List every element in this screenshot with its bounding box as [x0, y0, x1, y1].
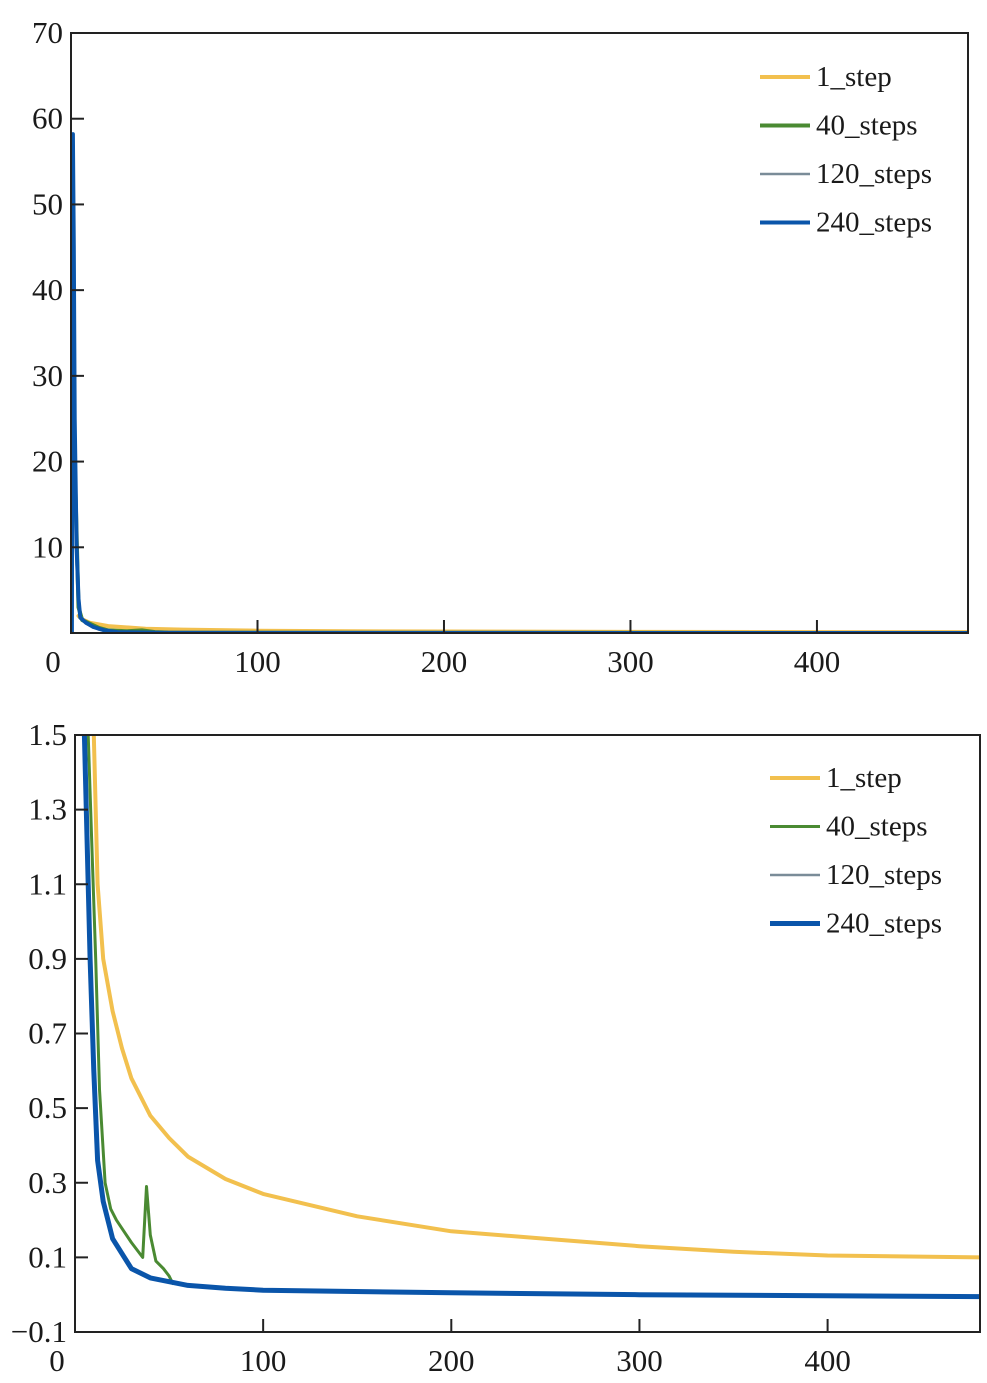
legend-label: 120_steps	[826, 859, 942, 891]
y-tick-label: −0.1	[11, 1314, 67, 1349]
legend: 1_step 40_steps 120_steps 240_steps	[760, 61, 932, 239]
series-line-40_steps	[86, 735, 175, 1285]
y-tick-label: 60	[32, 101, 63, 136]
y-tick-label: 1.5	[28, 717, 67, 752]
y-tick-label: 0.1	[28, 1239, 67, 1274]
y-tick-label: 0.3	[28, 1165, 67, 1200]
legend-label: 240_steps	[816, 207, 932, 239]
x-tick-label: 0	[49, 1343, 65, 1378]
y-tick-label: 50	[32, 186, 63, 221]
chart-2: 0 100 200 300 400 −0.1 0.1 0.3 0.5 0.7 0.9 1.1 1.3 1.…	[11, 717, 981, 1378]
chart-1: 0 100 200 300 400 10 20 30 40 50 60 70 1_step 40_step…	[32, 15, 969, 679]
legend: 1_step 40_steps 120_steps 240_steps	[770, 762, 942, 940]
legend-label: 120_steps	[816, 158, 932, 190]
plot-frame	[70, 32, 969, 634]
x-tick-label: 100	[234, 644, 281, 679]
series-line-1_step	[91, 735, 980, 1260]
series-line-40_steps	[72, 459, 968, 633]
x-tick-label: 0	[45, 644, 61, 679]
x-tick-label: 400	[804, 1343, 851, 1378]
y-tick-label: 1.3	[28, 792, 67, 827]
y-tick-label: 0.9	[28, 941, 67, 976]
legend-label: 1_step	[826, 762, 902, 794]
x-tick-label: 300	[607, 644, 654, 679]
y-tick-label: 30	[32, 358, 63, 393]
y-tick-label: 0.7	[28, 1016, 67, 1051]
y-tick-label: 70	[32, 15, 63, 50]
series-line-240_steps	[81, 735, 980, 1300]
series-line-1_step	[76, 613, 968, 633]
y-tick-label: 20	[32, 444, 63, 479]
y-tick-label: 40	[32, 272, 63, 307]
legend-label: 40_steps	[826, 811, 928, 843]
series-group	[81, 735, 980, 1300]
x-tick-label: 400	[794, 644, 841, 679]
x-tick-label: 200	[428, 1343, 475, 1378]
legend-label: 240_steps	[826, 908, 942, 940]
x-tick-label: 300	[616, 1343, 663, 1378]
y-tick-label: 1.1	[28, 866, 67, 901]
x-tick-label: 200	[421, 644, 468, 679]
legend-label: 40_steps	[816, 110, 918, 142]
x-tick-label: 100	[240, 1343, 287, 1378]
legend-label: 1_step	[816, 61, 892, 93]
y-tick-label: 0.5	[28, 1090, 67, 1125]
y-tick-label: 10	[32, 529, 63, 564]
